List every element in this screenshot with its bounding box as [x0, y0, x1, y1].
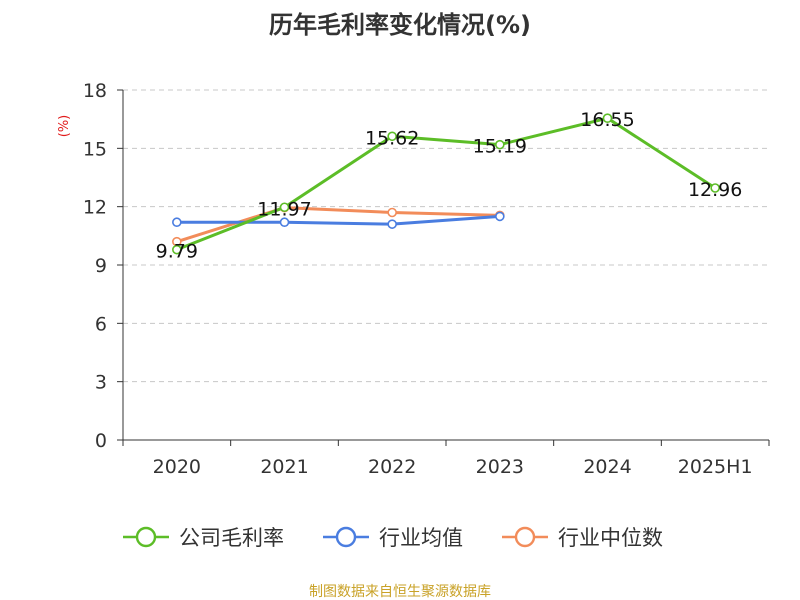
- legend[interactable]: 公司毛利率 行业均值 行业中位数: [123, 526, 663, 550]
- data-label: 15.62: [365, 127, 419, 149]
- chart-title: 历年毛利率变化情况(%): [269, 11, 531, 39]
- data-point[interactable]: [172, 244, 182, 255]
- legend-item[interactable]: 行业均值: [323, 526, 463, 550]
- y-axis-unit: (%): [57, 115, 72, 138]
- data-point[interactable]: [172, 217, 182, 228]
- data-label: 15.19: [473, 136, 527, 158]
- data-point[interactable]: [279, 202, 290, 213]
- y-tick-label: 9: [95, 255, 107, 277]
- data-point[interactable]: [387, 219, 397, 229]
- x-tick-label: 2021: [260, 456, 308, 478]
- x-tick-label: 2025H1: [678, 456, 753, 478]
- data-point[interactable]: [279, 217, 290, 228]
- series-line: [176, 206, 500, 244]
- data-point[interactable]: [495, 211, 505, 222]
- legend-label: 公司毛利率: [179, 526, 284, 550]
- series-line: [176, 116, 716, 252]
- legend-item[interactable]: 公司毛利率: [123, 526, 284, 550]
- legend-marker-icon: [514, 526, 536, 548]
- data-point[interactable]: [602, 113, 613, 123]
- data-source: 制图数据来自恒生聚源数据库: [309, 584, 491, 600]
- data-labels: 9.79 11.97 15.62 15.19 16.55 12.96: [156, 109, 743, 262]
- x-tick-label: 2020: [153, 456, 201, 478]
- y-tick-label: 0: [95, 430, 107, 452]
- y-tick-label: 15: [83, 138, 107, 160]
- y-tick-label: 6: [95, 313, 107, 335]
- data-label: 11.97: [257, 198, 311, 220]
- data-point[interactable]: [387, 131, 397, 142]
- data-point[interactable]: [387, 207, 397, 218]
- legend-item[interactable]: 行业中位数: [502, 526, 663, 550]
- y-tick-label: 3: [95, 372, 107, 394]
- x-tick-label: 2023: [476, 456, 524, 478]
- y-tick-label: 18: [83, 80, 107, 102]
- series-line: [176, 214, 500, 226]
- legend-marker-icon: [335, 526, 357, 548]
- data-point[interactable]: [710, 183, 720, 193]
- y-tick-label: 12: [83, 197, 107, 219]
- series-1: [172, 211, 505, 229]
- x-tick-label: 2024: [583, 456, 631, 478]
- legend-marker-icon: [135, 526, 157, 548]
- grid: [123, 89, 769, 383]
- data-label: 9.79: [156, 241, 198, 263]
- legend-label: 行业均值: [379, 526, 463, 550]
- x-tick-label: 2022: [368, 456, 416, 478]
- data-point[interactable]: [495, 139, 505, 150]
- series-0: [172, 113, 720, 255]
- axes: 0 3 6 9 12 15 18 2020 2021 2022 2023 2024 2025H1: [83, 80, 770, 478]
- data-label: 12.96: [688, 179, 742, 201]
- series-group: [172, 113, 720, 255]
- data-label: 16.55: [580, 109, 634, 131]
- legend-label: 行业中位数: [558, 526, 663, 550]
